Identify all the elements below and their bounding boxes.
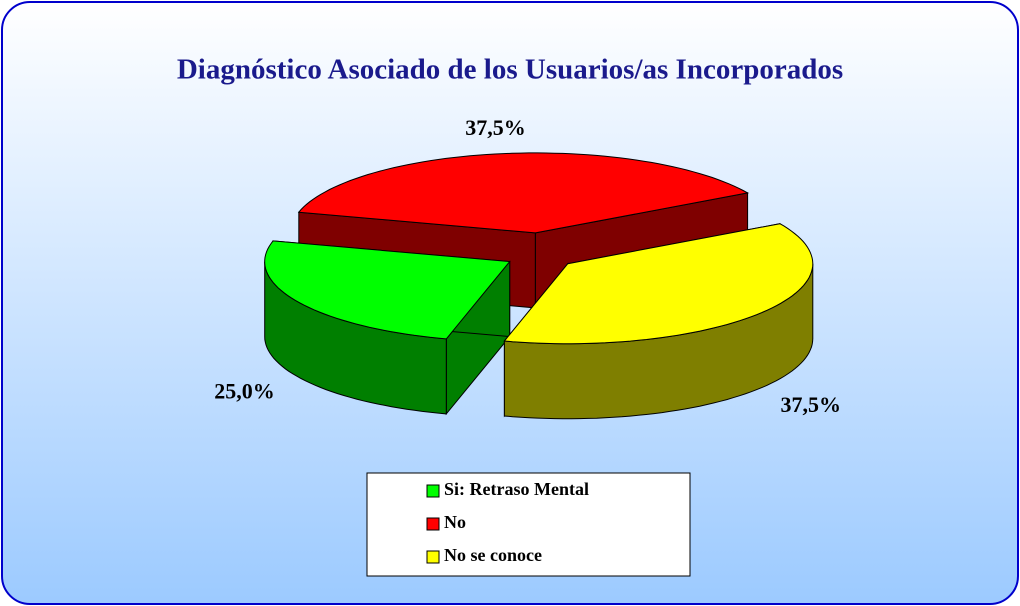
chart-title: Diagnóstico Asociado de los Usuarios/as … bbox=[177, 54, 843, 86]
legend-label: No bbox=[444, 512, 466, 532]
slice bbox=[503, 223, 814, 345]
legend-label: Si: Retraso Mental bbox=[444, 479, 589, 499]
data-label: 25,0% bbox=[214, 379, 275, 404]
legend-swatch bbox=[426, 484, 440, 498]
legend-swatch bbox=[426, 550, 440, 564]
data-label: 37,5% bbox=[465, 115, 526, 140]
data-label: 37,5% bbox=[780, 392, 841, 417]
legend-swatch bbox=[426, 517, 440, 531]
slice bbox=[264, 240, 511, 340]
legend-box bbox=[366, 472, 691, 577]
slice bbox=[297, 152, 750, 234]
legend-label: No se conoce bbox=[444, 545, 542, 565]
